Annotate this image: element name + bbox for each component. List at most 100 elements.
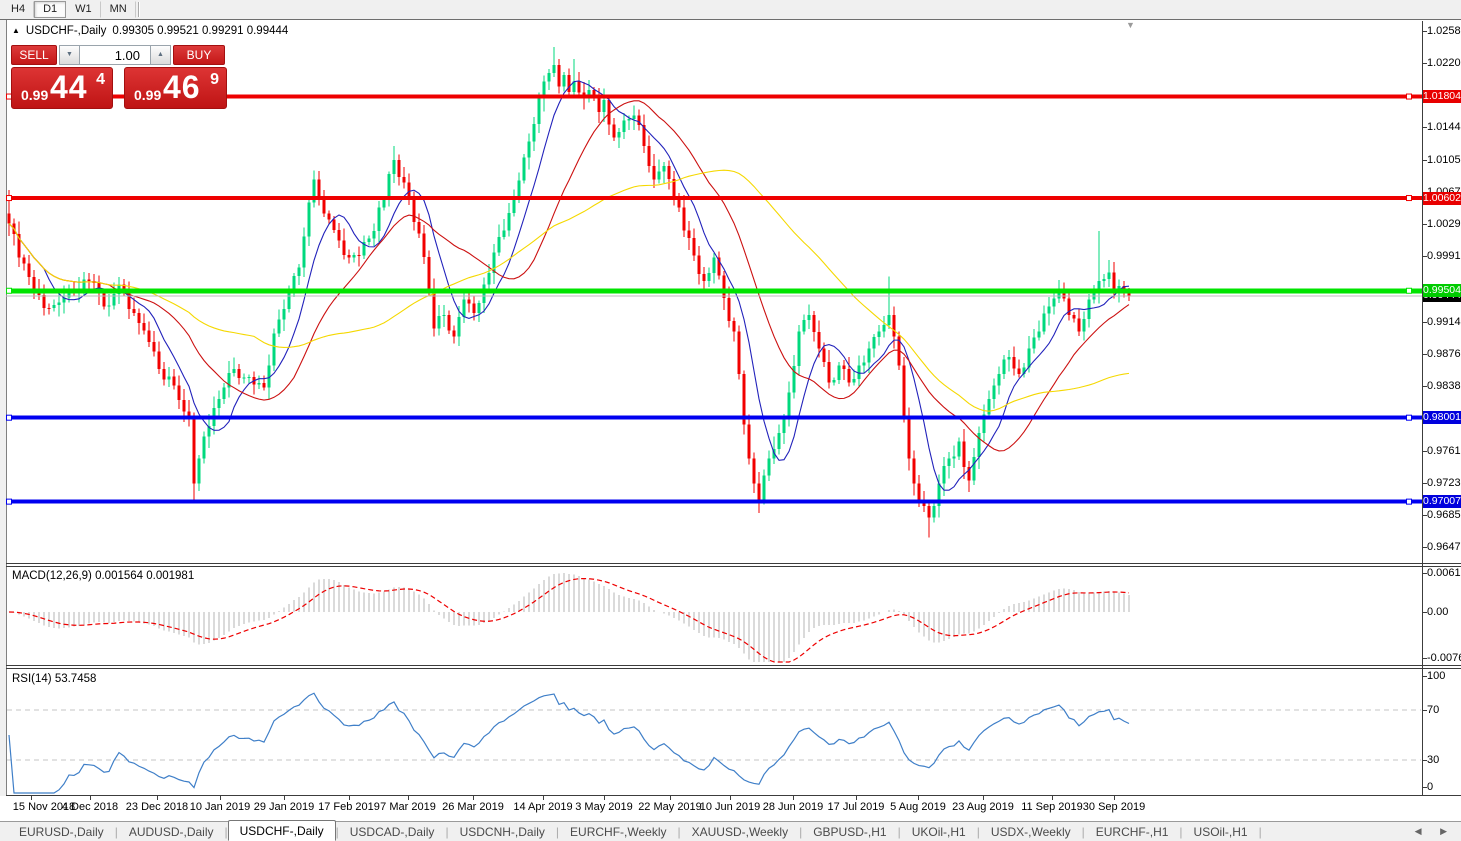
timeframe-button-w1[interactable]: W1 — [66, 1, 101, 18]
sell-button[interactable]: SELL — [11, 45, 57, 65]
ma-50-line — [8, 169, 1130, 412]
hline-handle[interactable] — [1406, 93, 1412, 100]
sell-price-box[interactable]: 0.99 44 4 — [11, 67, 113, 109]
timeframe-button-h4[interactable]: H4 — [2, 1, 35, 18]
rsi-axis-label: 0 — [1427, 781, 1434, 793]
hline-handle[interactable] — [1406, 287, 1412, 294]
buy-button[interactable]: BUY — [173, 45, 225, 65]
hline-handle[interactable] — [1406, 498, 1412, 505]
tab-scroll-right-icon[interactable]: ▶ — [1440, 826, 1455, 836]
price-tick-label: 1.02580 — [1427, 25, 1461, 37]
tab-eurchf-h1[interactable]: EURCHF-,H1 — [1095, 824, 1169, 839]
splitter-main-macd[interactable] — [6, 563, 1461, 564]
toolbar-divider — [137, 2, 140, 17]
date-tick — [543, 796, 544, 800]
price-tick — [1422, 450, 1427, 452]
hline-handle[interactable] — [6, 195, 12, 202]
price-tick — [1422, 353, 1427, 355]
date-label: 26 Mar 2019 — [442, 801, 504, 813]
price-badge-1.00602: 1.00602 — [1423, 191, 1461, 205]
tab-separator: | — [897, 824, 901, 839]
price-tick — [1422, 256, 1427, 258]
date-tick — [918, 796, 919, 800]
macd-axis-label: 0.00 — [1427, 606, 1449, 618]
rsi-axis-label: 100 — [1427, 670, 1446, 682]
tab-separator: | — [335, 824, 339, 839]
splitter-main-macd-2 — [6, 566, 1461, 567]
hline-handle[interactable] — [6, 287, 12, 294]
date-label: 23 Aug 2019 — [952, 801, 1014, 813]
date-label: 4 Dec 2018 — [61, 801, 119, 813]
tab-usdcnh-daily[interactable]: USDCNH-,Daily — [459, 824, 545, 839]
date-tick — [793, 796, 794, 800]
timeframe-toolbar: H4 D1 W1 MN — [0, 0, 1461, 19]
tab-separator: | — [677, 824, 681, 839]
date-label: 11 Sep 2019 — [1021, 801, 1083, 813]
tab-separator: | — [555, 824, 560, 839]
price-tick — [1422, 63, 1427, 65]
volume-decrement-button[interactable]: ▼ — [59, 45, 79, 65]
tab-usdcad-daily[interactable]: USDCAD-,Daily — [349, 824, 435, 839]
date-label: 14 Apr 2019 — [513, 801, 573, 813]
chart-window-background — [6, 20, 1461, 820]
macd-tick — [1422, 658, 1427, 659]
trade-panel-prices: 0.99 44 4 0.99 46 9 — [11, 67, 227, 109]
date-tick — [408, 796, 409, 800]
price-tick-label: 1.01440 — [1427, 121, 1461, 134]
rsi-tick — [1422, 787, 1427, 788]
tab-audusd-daily[interactable]: AUDUSD-,Daily — [128, 824, 214, 839]
rsi-bottom-border — [6, 795, 1461, 796]
date-tick — [284, 796, 285, 800]
date-tick — [157, 796, 158, 800]
price-badge-0.97007: 0.97007 — [1423, 495, 1461, 509]
hline-handle[interactable] — [1406, 195, 1412, 202]
date-tick — [349, 796, 350, 800]
date-tick — [670, 796, 671, 800]
tab-gbpusd-h1[interactable]: GBPUSD-,H1 — [813, 824, 887, 839]
date-label: 30 Sep 2019 — [1082, 801, 1146, 813]
price-tick — [1422, 127, 1427, 129]
collapse-panel-arrow-icon[interactable]: ▲ — [12, 25, 20, 35]
tab-xauusd-weekly[interactable]: XAUUSD-,Weekly — [691, 824, 789, 839]
ma-21-line — [8, 100, 1130, 452]
price-tick — [1422, 160, 1427, 162]
tab-usdx-weekly[interactable]: USDX-,Weekly — [990, 824, 1071, 839]
date-tick — [220, 796, 221, 800]
tab-separator: | — [1081, 824, 1085, 839]
hline-handle[interactable] — [6, 414, 12, 421]
macd-axis-label: 0.00613 — [1427, 567, 1461, 579]
buy-price-pip-digit: 9 — [210, 71, 219, 88]
buy-price-prefix: 0.99 — [134, 87, 162, 103]
splitter-macd-rsi[interactable] — [6, 665, 1461, 666]
timeframe-button-d1[interactable]: D1 — [34, 1, 67, 18]
hline-handle[interactable] — [1406, 414, 1412, 421]
trade-panel-controls: SELL ▼ ▲ BUY — [11, 45, 227, 65]
price-tick — [1422, 31, 1427, 32]
macd-label: MACD(12,26,9) 0.001564 0.001981 — [12, 570, 195, 582]
buy-price-box[interactable]: 0.99 46 9 — [124, 67, 227, 109]
volume-increment-button[interactable]: ▲ — [151, 45, 171, 65]
date-label: 29 Jan 2019 — [253, 801, 315, 813]
tab-usdchf-daily[interactable]: USDCHF-,Daily — [227, 820, 336, 841]
date-tick — [473, 796, 474, 800]
hline-handle[interactable] — [6, 498, 12, 505]
price-tick — [1422, 321, 1427, 323]
tab-eurusd-daily[interactable]: EURUSD-,Daily — [19, 824, 104, 839]
price-tick — [1422, 482, 1427, 484]
tab-usoil-h1[interactable]: USOil-,H1 — [1193, 824, 1248, 839]
price-tick — [1422, 385, 1427, 387]
tab-eurchf-weekly[interactable]: EURCHF-,Weekly — [570, 824, 667, 839]
price-tick — [1422, 546, 1427, 548]
rsi-tick — [1422, 710, 1427, 711]
timeframe-button-mn[interactable]: MN — [101, 1, 136, 18]
tab-ukoil-h1[interactable]: UKOil-,H1 — [911, 824, 966, 839]
volume-input[interactable] — [79, 45, 151, 65]
tab-scroll-left-icon[interactable]: ◀ — [1414, 826, 1430, 836]
date-tick — [1052, 796, 1053, 800]
price-badge-0.98001: 0.98001 — [1423, 411, 1461, 425]
price-tick-label: 1.01050 — [1427, 154, 1461, 167]
